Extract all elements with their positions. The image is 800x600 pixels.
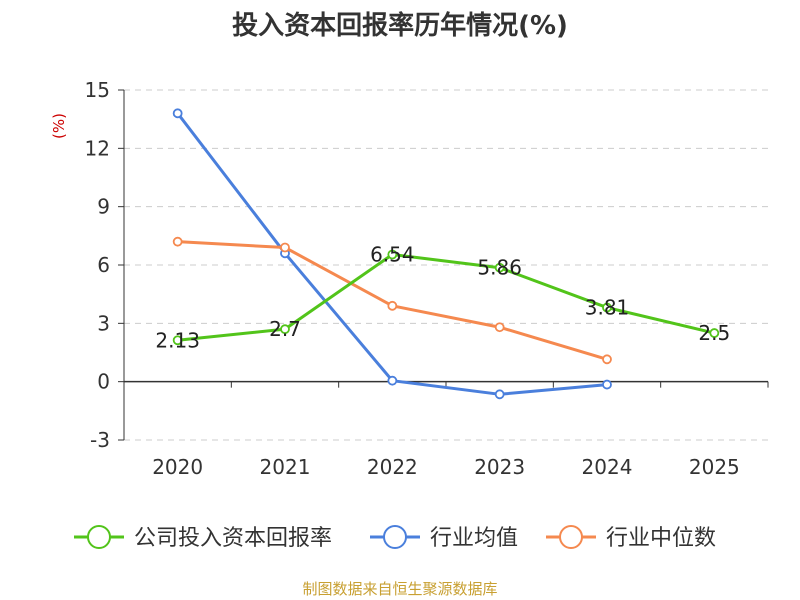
data-point: [387, 249, 398, 260]
chart-title: 投入资本回报率历年情况(%): [232, 10, 568, 41]
y-tick-label: 0: [97, 370, 110, 394]
y-tick-label: 12: [85, 136, 110, 160]
data-label: 2.13: [155, 328, 200, 352]
y-tick-label: 9: [97, 195, 110, 219]
series-line-0: [177, 253, 715, 342]
legend-label: 公司投入资本回报率: [134, 526, 332, 551]
y-tick-label: 6: [97, 253, 110, 277]
legend-swatch-marker: [87, 525, 111, 549]
data-label: 2.7: [269, 317, 301, 341]
legend-label: 行业中位数: [606, 526, 716, 551]
data-point: [387, 375, 398, 386]
data-point: [280, 324, 290, 335]
source-note: 制图数据来自恒生聚源数据库: [302, 580, 497, 598]
data-label: 3.81: [585, 296, 630, 320]
legend-swatch-marker: [559, 525, 583, 549]
x-tick-label: 2022: [367, 455, 418, 479]
x-tick-label: 2023: [474, 455, 525, 479]
x-tick-label: 2021: [260, 455, 311, 479]
data-label: 2.5: [698, 321, 730, 345]
x-tick-label: 2020: [152, 455, 203, 479]
data-labels: 2.13 2.7 6.54 5.86 3.81 2.5: [155, 243, 730, 353]
data-point: [602, 302, 612, 313]
data-point: [602, 354, 612, 365]
y-tick-label: -3: [90, 428, 110, 452]
data-label: 5.86: [477, 256, 522, 280]
legend-swatch-marker: [383, 525, 407, 549]
data-point: [494, 262, 505, 273]
data-point: [602, 379, 612, 390]
data-point: [494, 322, 505, 333]
gridlines: [124, 89, 768, 441]
y-tick-label: 15: [85, 78, 110, 102]
x-tick-label: 2024: [582, 455, 633, 479]
series-group: [172, 108, 720, 400]
data-point: [172, 335, 183, 346]
data-point: [709, 328, 720, 338]
data-label: 6.54: [370, 243, 415, 267]
legend-label: 行业均值: [430, 526, 518, 551]
legend: 公司投入资本回报率 行业均值 行业中位数: [74, 525, 716, 551]
data-point: [172, 108, 183, 119]
y-axis-label: (%): [50, 113, 68, 139]
data-point: [494, 389, 505, 400]
data-point: [280, 242, 290, 253]
axes: 15 12 9 6 3 0 -3 2020 2021 2022 2023 2024 2025: [85, 78, 769, 479]
x-tick-label: 2025: [689, 455, 740, 479]
data-point: [172, 236, 183, 247]
data-point: [387, 300, 398, 311]
y-tick-label: 3: [97, 311, 110, 335]
